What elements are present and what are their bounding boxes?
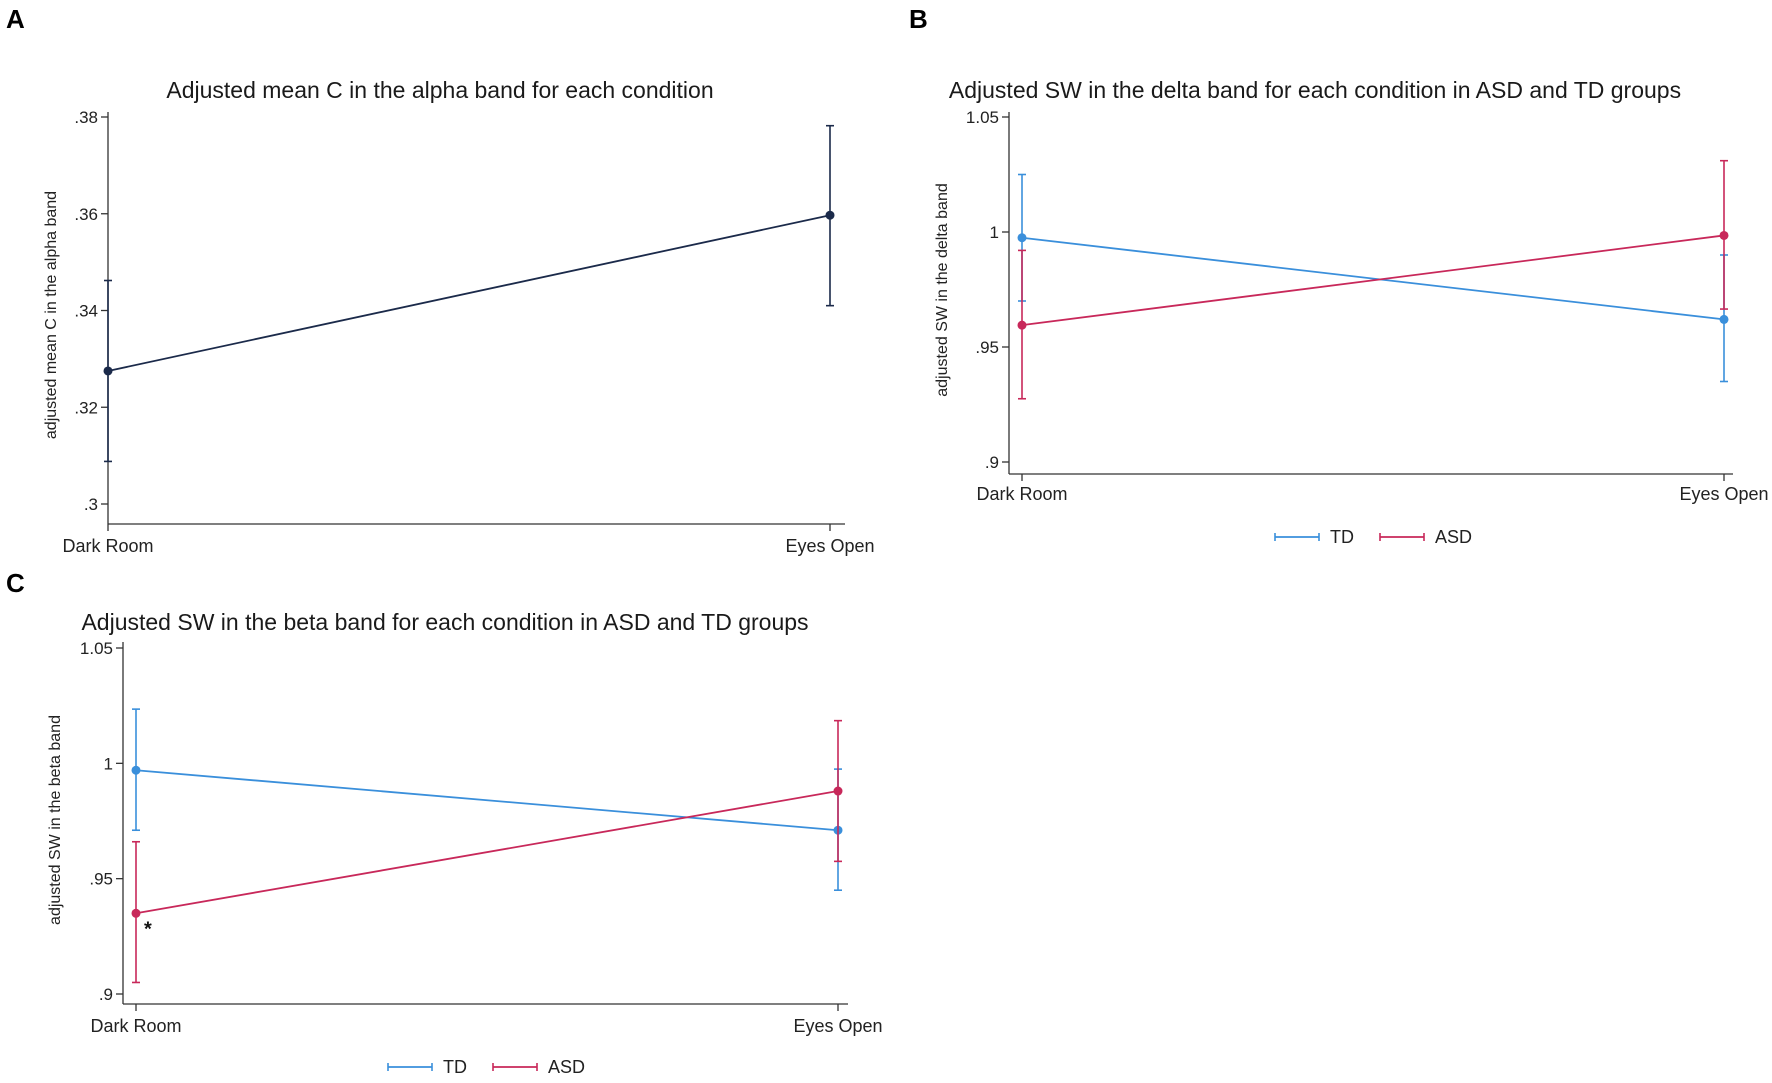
b-x-tick-label: Eyes Open [1679, 484, 1768, 504]
c-legend-td-label: TD [443, 1057, 467, 1077]
a-x-tick-label: Eyes Open [785, 536, 874, 556]
a-mean-point [825, 210, 835, 220]
a-mean-line [107, 214, 831, 372]
panel-b-title: Adjusted SW in the delta band for each c… [949, 77, 1681, 103]
b-td-point [1719, 314, 1729, 324]
c-y-tick-label: .9 [99, 985, 113, 1004]
panel-c-x-ticks: Dark Room Eyes Open [90, 1004, 883, 1036]
panel-c-y-axis-label: adjusted SW in the beta band [47, 715, 64, 925]
b-asd-point [1017, 320, 1027, 330]
panel-a-title: Adjusted mean C in the alpha band for ea… [166, 77, 713, 103]
panel-b-letter: B [909, 4, 928, 34]
a-y-tick-label: .34 [74, 302, 98, 321]
panel-b-y-axis-label: adjusted SW in the delta band [934, 183, 951, 396]
c-y-tick-label: .95 [89, 870, 113, 889]
a-mean-point [103, 366, 113, 376]
panel-c-legend: TD ASD [387, 1057, 585, 1077]
a-y-tick-label: .38 [74, 108, 98, 127]
panel-b-y-ticks: .9 .95 1 1.05 [966, 108, 1009, 472]
b-legend-td-label: TD [1330, 527, 1354, 547]
c-asd-point [131, 908, 141, 918]
c-y-tick-label: 1.05 [80, 639, 113, 658]
panel-c-y-ticks: .9 .95 1 1.05 [80, 639, 123, 1004]
panel-b-x-ticks: Dark Room Eyes Open [976, 474, 1769, 504]
panel-c: C Adjusted SW in the beta band for each … [6, 568, 883, 1077]
c-x-tick-label: Dark Room [90, 1016, 181, 1036]
panel-c-series: * [131, 708, 843, 984]
panel-a: A Adjusted mean C in the alpha band for … [6, 4, 875, 556]
b-y-tick-label: 1 [990, 223, 999, 242]
panel-a-y-axis-label: adjusted mean C in the alpha band [43, 191, 60, 439]
panel-b: B Adjusted SW in the delta band for each… [909, 4, 1769, 547]
b-legend-asd-label: ASD [1435, 527, 1472, 547]
c-x-tick-label: Eyes Open [793, 1016, 882, 1036]
b-y-tick-label: .95 [975, 338, 999, 357]
c-y-tick-label: 1 [104, 754, 113, 773]
panel-c-letter: C [6, 568, 25, 598]
c-asd-point [833, 786, 843, 796]
c-asd-line [135, 790, 839, 915]
panel-a-x-ticks: Dark Room Eyes Open [62, 524, 875, 556]
b-td-line [1021, 236, 1725, 321]
c-legend-asd-label: ASD [548, 1057, 585, 1077]
c-td-point [131, 765, 141, 775]
panel-a-y-ticks: .3 .32 .34 .36 .38 [74, 108, 108, 514]
a-y-tick-label: .32 [74, 398, 98, 417]
panel-b-legend: TD ASD [1274, 527, 1472, 547]
b-y-tick-label: .9 [985, 453, 999, 472]
c-significance-star: * [144, 918, 152, 940]
a-x-tick-label: Dark Room [62, 536, 153, 556]
b-asd-point [1719, 230, 1729, 240]
b-y-tick-label: 1.05 [966, 108, 999, 127]
panel-b-series [1017, 159, 1729, 400]
panel-a-series [103, 124, 835, 463]
panel-a-letter: A [6, 4, 25, 34]
a-y-tick-label: .3 [84, 495, 98, 514]
c-td-line [135, 769, 839, 832]
a-y-tick-label: .36 [74, 205, 98, 224]
b-x-tick-label: Dark Room [976, 484, 1067, 504]
b-asd-line [1021, 234, 1725, 327]
b-td-point [1017, 233, 1027, 243]
panel-c-title: Adjusted SW in the beta band for each co… [81, 609, 808, 635]
